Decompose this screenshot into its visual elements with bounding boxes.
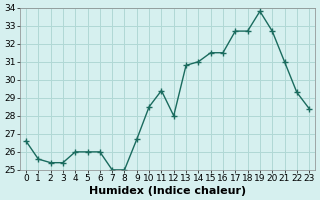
X-axis label: Humidex (Indice chaleur): Humidex (Indice chaleur) [89, 186, 246, 196]
